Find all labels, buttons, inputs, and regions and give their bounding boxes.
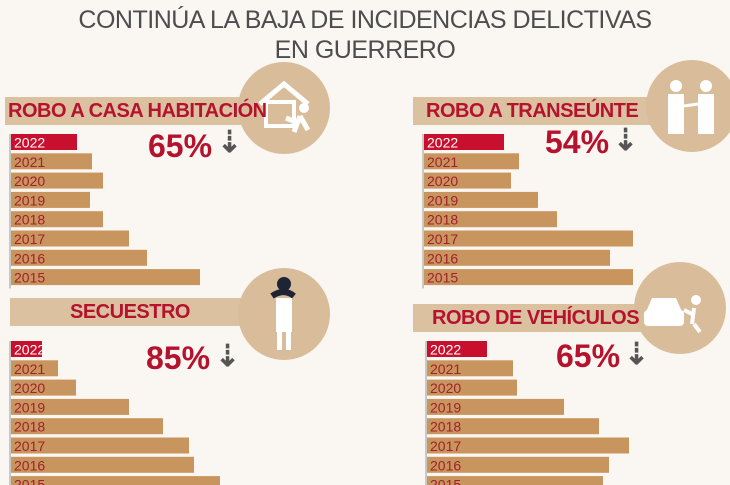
decrease-percent: 65% xyxy=(148,128,213,164)
bar-label: 2021 xyxy=(427,154,458,170)
bar-label: 2020 xyxy=(14,173,45,189)
down-arrow-icon: ⇣ xyxy=(613,124,639,157)
down-arrow-icon: ⇣ xyxy=(217,126,243,159)
bar-label: 2020 xyxy=(427,173,458,189)
bar-2015 xyxy=(427,476,603,485)
bar-label: 2021 xyxy=(14,154,45,170)
bar-label: 2016 xyxy=(430,457,461,473)
bar-2019 xyxy=(427,398,564,415)
main-title-line2: EN GUERRERO xyxy=(274,36,456,64)
decrease-percent: 85% xyxy=(146,340,211,376)
pedestrian-robbery-icon xyxy=(646,60,730,152)
bar-label: 2022 xyxy=(14,135,45,151)
bar-2021 xyxy=(11,153,92,170)
bar-2019 xyxy=(424,191,538,208)
bar-label: 2021 xyxy=(430,361,461,377)
bar-2021 xyxy=(424,153,519,170)
panel-title: ROBO A CASA HABITACIÓN xyxy=(8,100,267,122)
bar-2015 xyxy=(424,269,633,286)
bar-2020 xyxy=(11,379,76,396)
panel-header-band xyxy=(413,304,653,332)
bar-label: 2015 xyxy=(14,270,45,286)
bar-label: 2017 xyxy=(14,438,45,454)
bar-2021 xyxy=(427,360,513,377)
bar-label: 2018 xyxy=(427,212,458,228)
bar-2022 xyxy=(11,134,77,150)
bar-label: 2021 xyxy=(14,361,45,377)
bar-label: 2018 xyxy=(14,419,45,435)
bar-2016 xyxy=(11,456,194,473)
bar-label: 2018 xyxy=(430,419,461,435)
bar-2022 xyxy=(11,341,42,357)
house-burglar-icon xyxy=(238,62,330,154)
bar-label: 2016 xyxy=(427,250,458,266)
bar-2019 xyxy=(11,398,129,415)
bar-2017 xyxy=(11,437,189,454)
bar-label: 2017 xyxy=(430,438,461,454)
bar-label: 2022 xyxy=(430,342,461,358)
bar-label: 2022 xyxy=(427,135,458,151)
panel-header-band xyxy=(5,97,255,125)
bar-label: 2015 xyxy=(427,270,458,286)
bar-label: 2019 xyxy=(430,399,461,415)
bar-2022 xyxy=(424,134,504,150)
panel-header-band xyxy=(413,97,663,125)
bar-2020 xyxy=(11,172,103,189)
bar-2016 xyxy=(424,249,610,266)
bar-2016 xyxy=(11,249,147,266)
car-theft-icon xyxy=(634,262,726,354)
bar-label: 2019 xyxy=(14,192,45,208)
bar-2017 xyxy=(427,437,629,454)
bar-label: 2019 xyxy=(427,192,458,208)
bar-label: 2018 xyxy=(14,212,45,228)
bar-2016 xyxy=(427,456,609,473)
panel-title: ROBO A TRANSEÚNTE xyxy=(426,100,639,122)
bar-label: 2016 xyxy=(14,457,45,473)
decrease-percent: 54% xyxy=(545,124,610,160)
decrease-percent: 65% xyxy=(556,338,621,374)
main-title-line1: CONTINÚA LA BAJA DE INCIDENCIAS DELICTIV… xyxy=(78,6,652,34)
bar-label: 2016 xyxy=(14,250,45,266)
bar-label: 2017 xyxy=(427,231,458,247)
bar-2018 xyxy=(11,211,103,228)
bar-2020 xyxy=(424,172,511,189)
down-arrow-icon: ⇣ xyxy=(215,340,241,373)
bar-2017 xyxy=(424,230,633,247)
panel-title: SECUESTRO xyxy=(70,301,190,323)
bar-2019 xyxy=(11,191,90,208)
panel-title: ROBO DE VEHÍCULOS xyxy=(432,307,640,329)
bar-2018 xyxy=(424,211,557,228)
kidnapping-icon xyxy=(238,268,330,360)
bar-2021 xyxy=(11,360,58,377)
bar-label: 2020 xyxy=(430,380,461,396)
down-arrow-icon: ⇣ xyxy=(624,338,650,371)
bar-2022 xyxy=(427,341,487,357)
bar-2017 xyxy=(11,230,129,247)
bar-label: 2017 xyxy=(14,231,45,247)
bar-label: 2022 xyxy=(14,342,45,358)
bar-2018 xyxy=(11,418,163,435)
bar-label: 2015 xyxy=(14,477,45,485)
bar-2018 xyxy=(427,418,599,435)
bar-2015 xyxy=(11,476,220,485)
bar-label: 2015 xyxy=(430,477,461,485)
bar-label: 2019 xyxy=(14,399,45,415)
bar-2015 xyxy=(11,269,200,286)
bar-label: 2020 xyxy=(14,380,45,396)
bar-2020 xyxy=(427,379,517,396)
